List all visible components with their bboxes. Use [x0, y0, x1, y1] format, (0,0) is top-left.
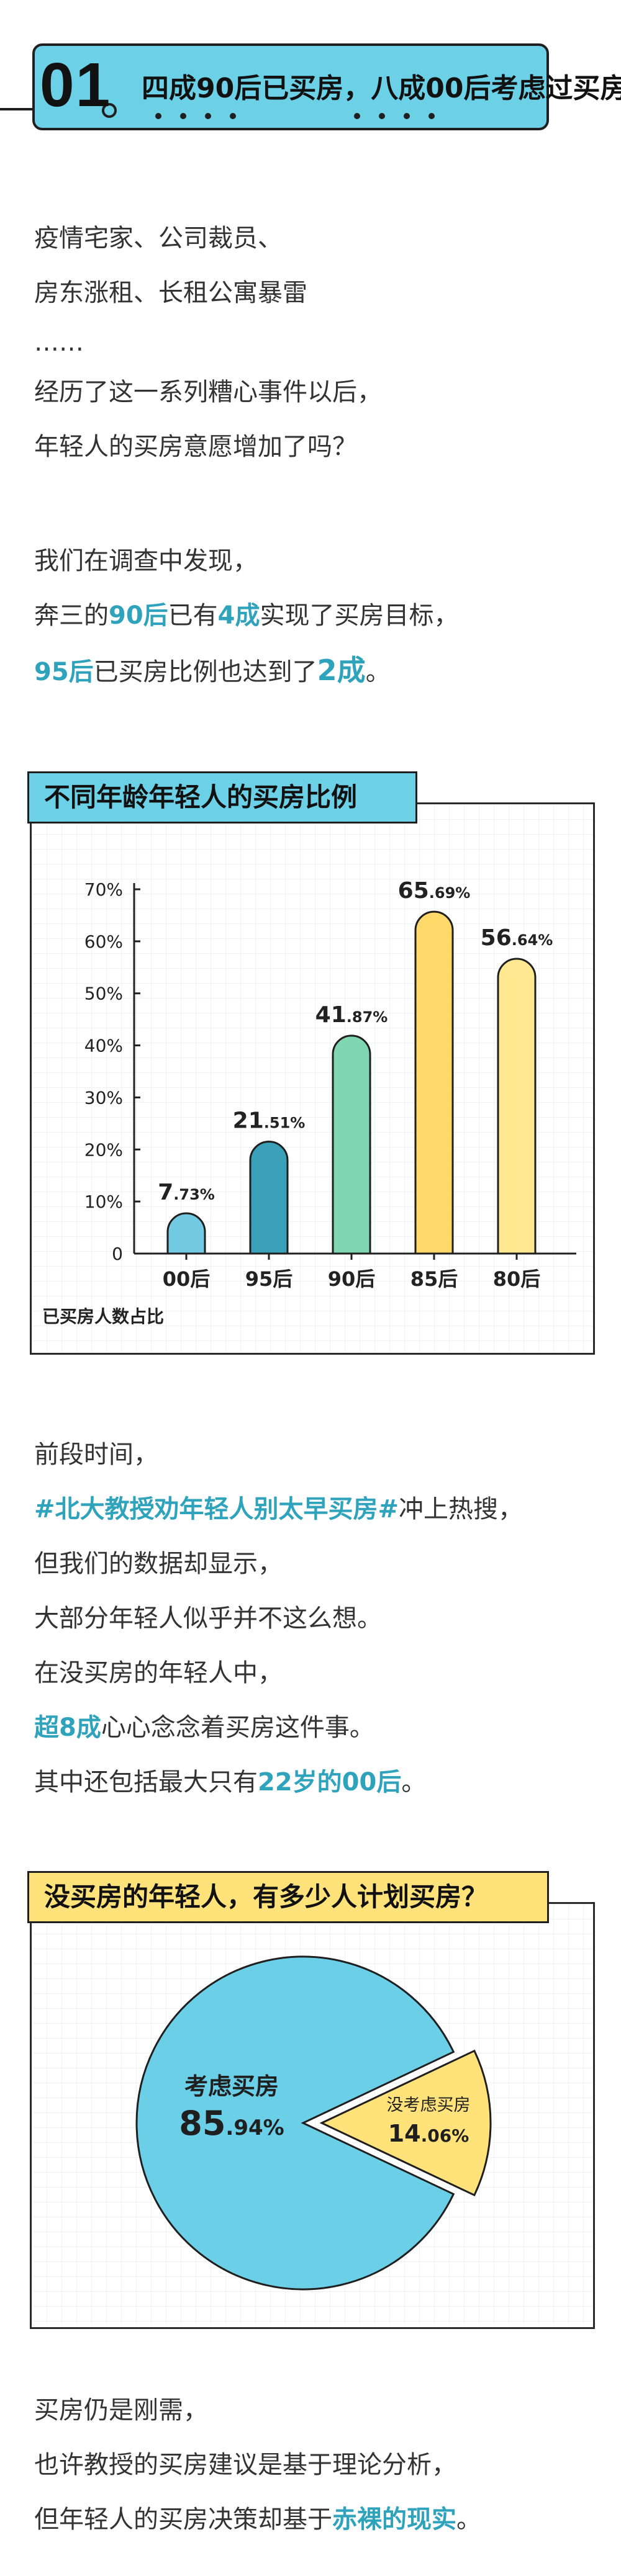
hot-line: 但我们的数据却显示，: [34, 1550, 283, 1578]
text-span: 。: [365, 658, 391, 686]
pie-chart-title: 没买房的年轻人，有多少人计划买房？: [27, 1871, 549, 1923]
bar-chart-panel: [30, 802, 595, 1355]
hashtag-link[interactable]: #北大教授劝年轻人别太早买房#: [34, 1495, 399, 1524]
connector-ring-icon: [102, 103, 117, 118]
highlight-reality: 赤裸的现实: [332, 2505, 456, 2534]
slice-label: 考虑买房: [184, 2073, 279, 2100]
section-header: 01 四成90后已买房，八成00后考虑过买房: [0, 43, 621, 132]
text-span: 。: [401, 1768, 427, 1797]
x-tick-label: 80后: [493, 1267, 541, 1291]
outro-line: 但年轻人的买房决策却基于赤裸的现实。: [34, 2492, 481, 2547]
text-span: 冲上热搜，: [399, 1495, 524, 1524]
y-tick-label: 70%: [84, 879, 123, 900]
y-tick-label: 60%: [84, 931, 123, 952]
text-span: 其中还包括最大只有: [34, 1768, 258, 1797]
hot-line: 其中还包括最大只有22岁的00后。: [34, 1755, 523, 1810]
y-tick-label: 20%: [84, 1139, 123, 1160]
highlight-4cheng: 4成: [217, 601, 260, 630]
highlight-8cheng: 超8成: [34, 1713, 101, 1742]
hot-line: 大部分年轻人似乎并不这么想。: [34, 1604, 382, 1633]
dot-icon: [354, 113, 360, 119]
slice-value: 85.94%: [179, 2104, 284, 2143]
dot-icon: [379, 113, 385, 119]
text-span: 实现了买房目标，: [260, 601, 459, 630]
dot-icon: [428, 113, 435, 119]
x-tick-label: 90后: [328, 1267, 376, 1291]
pie-slice-not-consider: [319, 2049, 492, 2197]
data-label: 56.64%: [481, 925, 553, 951]
data-label: 65.69%: [398, 878, 471, 904]
highlight-00s: 22岁的00后: [258, 1768, 402, 1797]
text-span: 心心念念着买房这件事。: [101, 1713, 374, 1742]
x-tick-label: 00后: [163, 1267, 211, 1291]
pie-slice-consider: [135, 1955, 455, 2291]
x-tick-label: 95后: [245, 1267, 293, 1291]
highlight-90s: 90后: [109, 601, 168, 630]
y-tick-label: 0: [112, 1244, 123, 1264]
y-tick-label: 40%: [84, 1036, 123, 1056]
x-tick-label: 85后: [410, 1267, 458, 1291]
y-tick-label: 50%: [84, 984, 123, 1004]
section-title: 四成90后已买房，八成00后考虑过买房: [142, 73, 621, 104]
hot-topic-paragraph: 前段时间， #北大教授劝年轻人别太早买房#冲上热搜， 但我们的数据却显示， 大部…: [34, 1427, 523, 1810]
highlight-2cheng: 2成: [317, 653, 366, 687]
highlight-95s: 95后: [34, 658, 94, 686]
intro-line: 年轻人的买房意愿增加了吗？: [34, 433, 357, 461]
bar: [414, 910, 454, 1255]
text-span: 奔三的: [34, 601, 109, 630]
data-label: 41.87%: [315, 1002, 388, 1028]
text-span: 。: [456, 2505, 481, 2534]
intro-paragraph: 疫情宅家、公司裁员、 房东涨租、长租公寓暴雷 …… 经历了这一系列糟心事件以后，…: [34, 211, 382, 474]
dot-icon: [205, 113, 211, 119]
intro-line: 疫情宅家、公司裁员、: [34, 224, 283, 253]
bar-chart: 0 10% 20% 30% 40% 50% 60% 70% 00后 7.73% 95后 21.51% 9…: [84, 878, 576, 1291]
data-label: 7.73%: [158, 1180, 215, 1205]
bar: [332, 1034, 371, 1255]
intro-line: ……: [34, 328, 84, 357]
hot-line: 前段时间，: [34, 1440, 158, 1469]
finding-line: 95后已买房比例也达到了2成。: [34, 643, 459, 699]
text-span: 但年轻人的买房决策却基于: [34, 2505, 332, 2534]
finding-line: 我们在调查中发现，: [34, 547, 258, 575]
intro-line: 房东涨租、长租公寓暴雷: [34, 279, 307, 307]
hot-line: 超8成心心念念着买房这件事。: [34, 1700, 523, 1755]
y-tick-label: 10%: [84, 1192, 123, 1212]
pie-chart: 考虑买房 85.94% 没考虑买房 14.06%: [135, 1955, 492, 2291]
dot-icon: [155, 113, 161, 119]
finding-line: 奔三的90后已有4成实现了买房目标，: [34, 588, 459, 643]
hot-line: #北大教授劝年轻人别太早买房#冲上热搜，: [34, 1482, 523, 1537]
dot-icon: [230, 113, 236, 119]
intro-line: 经历了这一系列糟心事件以后，: [34, 378, 382, 406]
section-header-box: [32, 43, 549, 130]
slice-value: 14.06%: [388, 2120, 469, 2147]
y-axis-label: 已买房人数占比: [42, 1306, 165, 1327]
section-number: 01: [40, 50, 112, 120]
text-span: 已买房比例也达到了: [93, 658, 317, 686]
dot-icon: [404, 113, 410, 119]
bar: [497, 958, 537, 1255]
text-span: 已有: [168, 601, 218, 630]
bar: [166, 1212, 206, 1255]
data-label: 21.51%: [233, 1108, 306, 1134]
hot-line: 在没买房的年轻人中，: [34, 1659, 283, 1687]
slice-label: 没考虑买房: [387, 2096, 471, 2115]
bar-chart-title: 不同年龄年轻人的买房比例: [27, 771, 417, 824]
finding-paragraph: 我们在调查中发现， 奔三的90后已有4成实现了买房目标， 95后已买房比例也达到…: [34, 534, 459, 699]
dot-icon: [180, 113, 186, 119]
outro-paragraph: 买房仍是刚需， 也许教授的买房建议是基于理论分析， 但年轻人的买房决策却基于赤裸…: [34, 2383, 481, 2547]
outro-line: 买房仍是刚需，: [34, 2396, 208, 2425]
bar: [249, 1141, 289, 1255]
outro-line: 也许教授的买房建议是基于理论分析，: [34, 2451, 456, 2479]
y-tick-label: 30%: [84, 1087, 123, 1108]
